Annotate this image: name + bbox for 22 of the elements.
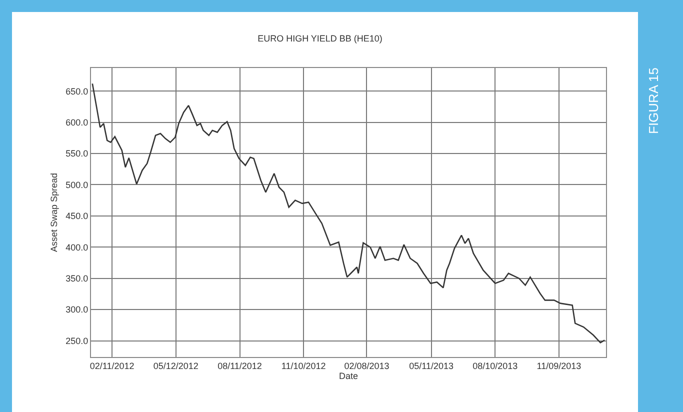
y-tick-label: 350.0 bbox=[66, 274, 88, 284]
x-tick-label: 05/11/2013 bbox=[409, 360, 454, 371]
y-tick-label: 400.0 bbox=[66, 242, 88, 252]
y-tick-label: 650.0 bbox=[66, 86, 88, 96]
x-axis-title: Date bbox=[338, 370, 358, 381]
y-tick-label: 500.0 bbox=[66, 180, 88, 190]
y-tick-label: 450.0 bbox=[66, 211, 88, 222]
x-tick-label: 11/10/2012 bbox=[281, 360, 326, 371]
y-axis-title: Asset Swap Spread bbox=[49, 172, 60, 252]
x-tick-label: 08/11/2012 bbox=[218, 360, 262, 371]
chart-title: EURO HIGH YIELD BB (HE10) bbox=[258, 34, 382, 44]
y-tick-label: 250.0 bbox=[66, 336, 88, 346]
x-tick-label: 05/12/2012 bbox=[153, 360, 198, 371]
y-tick-label: 300.0 bbox=[66, 304, 88, 315]
x-tick-label: 11/09/2013 bbox=[536, 360, 582, 371]
y-tick-label: 600.0 bbox=[66, 117, 88, 128]
x-tick-label: 02/11/2012 bbox=[90, 360, 134, 371]
x-tick-label: 08/10/2013 bbox=[472, 360, 518, 371]
text: FIGURA 15 bbox=[646, 68, 661, 134]
line-series bbox=[92, 82, 606, 344]
x-tick-label: 02/08/2013 bbox=[344, 360, 390, 371]
y-tick-label: 550.0 bbox=[66, 148, 88, 159]
